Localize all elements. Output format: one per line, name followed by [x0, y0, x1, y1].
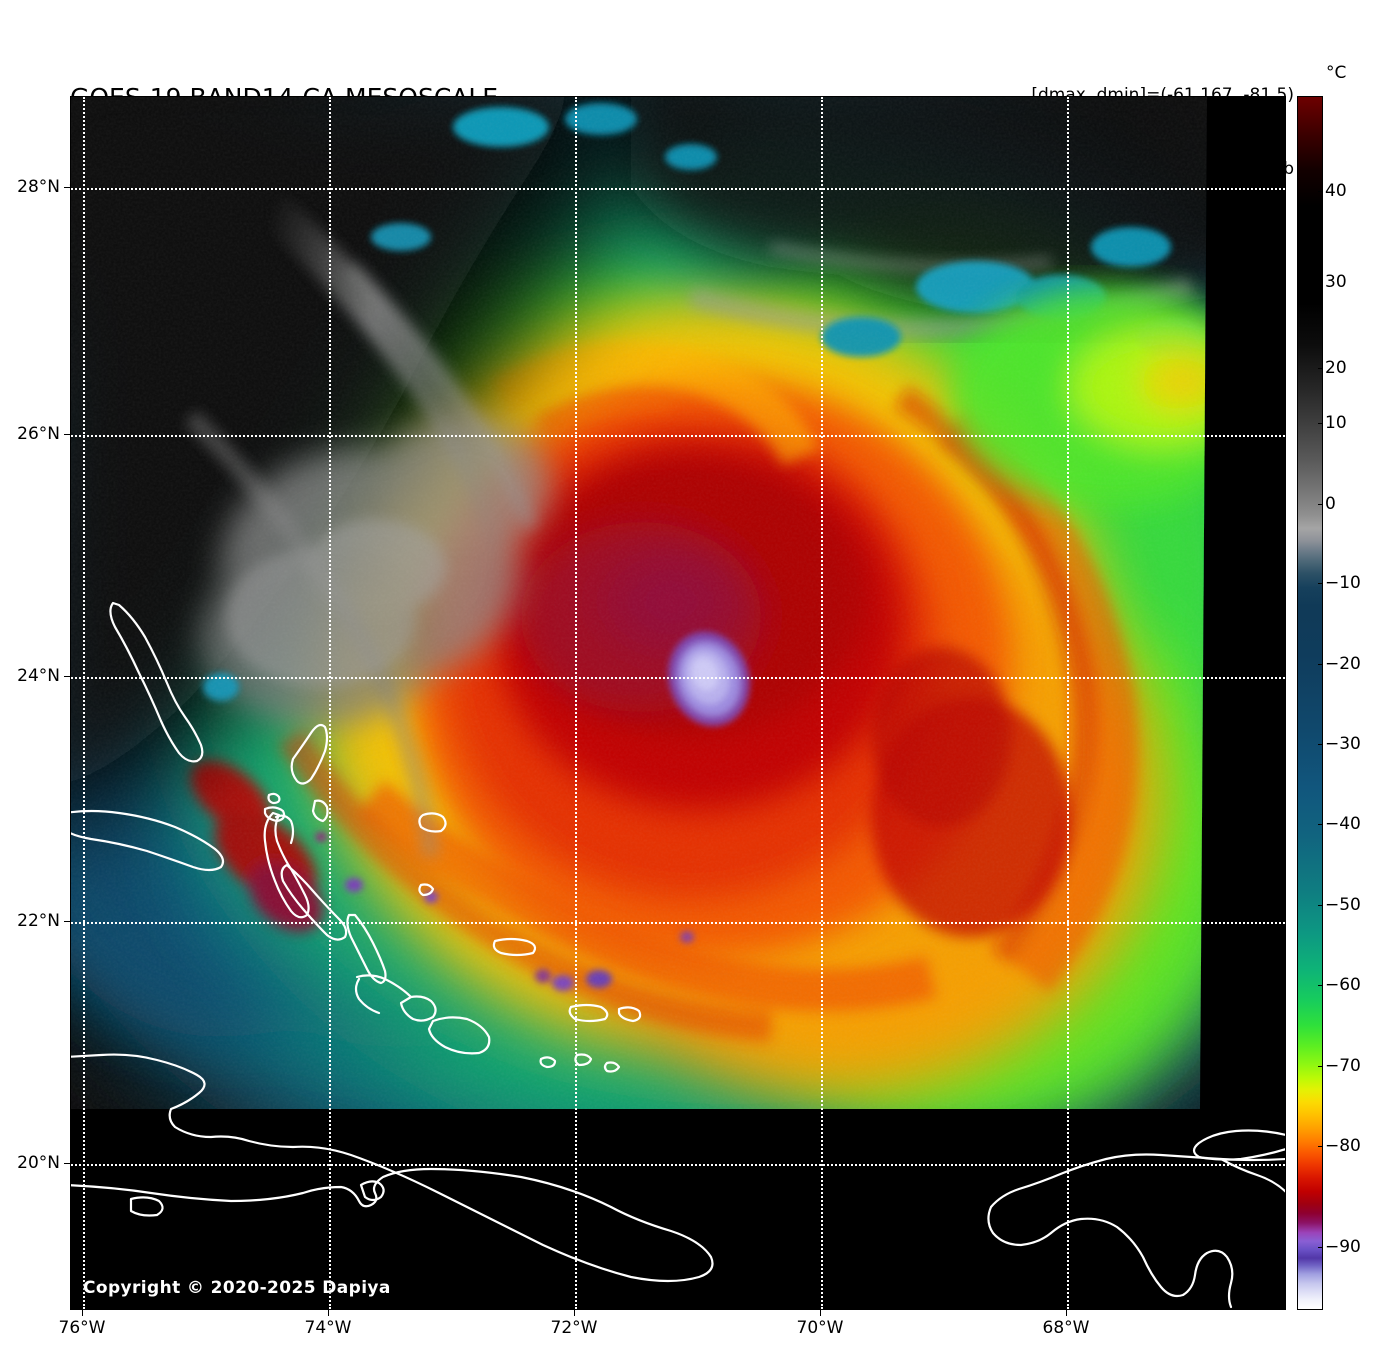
colorbar-tick-neg30: −30	[1325, 734, 1361, 754]
colorbar-tick-10: 10	[1325, 413, 1347, 433]
xtick-label-70w: 70°W	[796, 1318, 844, 1338]
xtick-label-68w: 68°W	[1042, 1318, 1090, 1338]
ytick-label-28n: 28°N	[17, 177, 60, 197]
copyright-notice: Copyright © 2020-2025 Dapiya	[83, 1278, 391, 1298]
colorbar-mark-neg30	[1318, 744, 1323, 745]
colorbar-tick-neg40: −40	[1325, 814, 1361, 834]
colorbar-tick-neg50: −50	[1325, 895, 1361, 915]
ytick-mark-24n	[64, 676, 70, 677]
xtick-mark-68w	[1066, 1310, 1067, 1316]
colorbar-tick-30: 30	[1325, 272, 1347, 292]
satellite-swath-image	[71, 97, 1285, 1309]
colorbar-mark-40	[1318, 191, 1323, 192]
colorbar-tick-20: 20	[1325, 358, 1347, 378]
colorbar-tick-0: 0	[1325, 494, 1336, 514]
xtick-mark-76w	[82, 1310, 83, 1316]
colorbar-mark-10	[1318, 423, 1323, 424]
ytick-mark-20n	[64, 1163, 70, 1164]
ytick-label-26n: 26°N	[17, 424, 60, 444]
colorbar-mark-neg20	[1318, 664, 1323, 665]
ytick-mark-22n	[64, 921, 70, 922]
colorbar-tick-40: 40	[1325, 181, 1347, 201]
ytick-label-20n: 20°N	[17, 1153, 60, 1173]
colorbar-tick-neg70: −70	[1325, 1056, 1361, 1076]
xtick-mark-72w	[574, 1310, 575, 1316]
colorbar-mark-30	[1318, 282, 1323, 283]
xtick-label-76w: 76°W	[58, 1318, 106, 1338]
xtick-mark-70w	[820, 1310, 821, 1316]
colorbar-mark-neg90	[1318, 1247, 1323, 1248]
temperature-colorbar[interactable]	[1297, 96, 1323, 1310]
colorbar-mark-neg10	[1318, 583, 1323, 584]
colorbar-tick-neg80: −80	[1325, 1136, 1361, 1156]
ytick-label-24n: 24°N	[17, 666, 60, 686]
colorbar-tick-neg10: −10	[1325, 573, 1361, 593]
colorbar-mark-0	[1318, 504, 1323, 505]
colorbar-tick-neg90: −90	[1325, 1237, 1361, 1257]
colorbar-mark-neg70	[1318, 1066, 1323, 1067]
xtick-label-74w: 74°W	[304, 1318, 352, 1338]
ytick-mark-28n	[64, 187, 70, 188]
colorbar-mark-20	[1318, 368, 1323, 369]
colorbar-mark-neg60	[1318, 985, 1323, 986]
colorbar-mark-neg50	[1318, 905, 1323, 906]
colorbar-unit-label: °C	[1326, 63, 1347, 83]
colorbar-tick-neg60: −60	[1325, 975, 1361, 995]
colorbar-tick-neg20: −20	[1325, 654, 1361, 674]
colorbar-mark-neg40	[1318, 824, 1323, 825]
satellite-plot-area[interactable]: Copyright © 2020-2025 Dapiya	[70, 96, 1286, 1310]
ytick-label-22n: 22°N	[17, 911, 60, 931]
ytick-mark-26n	[64, 434, 70, 435]
colorbar-mark-neg80	[1318, 1146, 1323, 1147]
xtick-mark-74w	[328, 1310, 329, 1316]
xtick-label-72w: 72°W	[550, 1318, 598, 1338]
